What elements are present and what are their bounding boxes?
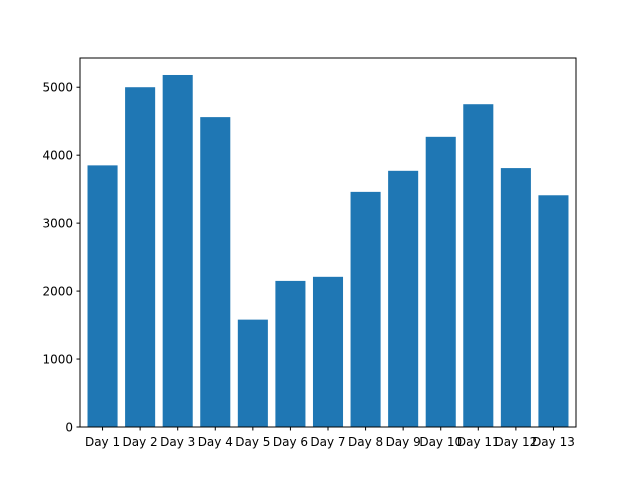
x-tick-label-11: Day 11 xyxy=(457,435,500,449)
y-tick-label-3: 3000 xyxy=(42,216,73,230)
x-tick-label-1: Day 1 xyxy=(85,435,120,449)
bar-6 xyxy=(275,280,306,427)
bars-layer xyxy=(87,74,569,428)
x-tick-label-12: Day 12 xyxy=(494,435,537,449)
bar-8 xyxy=(350,191,381,427)
bar-7 xyxy=(312,276,344,427)
x-tick-label-5: Day 5 xyxy=(235,435,270,449)
x-tick-label-7: Day 7 xyxy=(310,435,345,449)
y-tick-label-5: 5000 xyxy=(42,81,73,95)
y-tick-label-2: 2000 xyxy=(42,284,73,298)
y-tick-label-1: 1000 xyxy=(42,352,73,366)
x-tick-label-3: Day 3 xyxy=(160,435,195,449)
bar-1 xyxy=(87,165,118,427)
bar-12 xyxy=(500,168,531,427)
x-tick-label-13: Day 13 xyxy=(532,435,575,449)
y-tick-label-0: 0 xyxy=(65,420,73,434)
x-tick-label-10: Day 10 xyxy=(419,435,462,449)
x-tick-label-9: Day 9 xyxy=(386,435,421,449)
x-tick-label-4: Day 4 xyxy=(198,435,233,449)
x-tick-label-8: Day 8 xyxy=(348,435,383,449)
bar-10 xyxy=(425,136,456,427)
x-tick-label-6: Day 6 xyxy=(273,435,308,449)
bar-11 xyxy=(463,104,494,428)
bar-4 xyxy=(200,117,231,428)
bar-9 xyxy=(388,170,419,427)
axes-layer xyxy=(76,57,577,431)
y-tick-label-4: 4000 xyxy=(42,148,73,162)
bar-13 xyxy=(538,195,569,427)
x-tick-label-2: Day 2 xyxy=(123,435,158,449)
bar-5 xyxy=(237,319,268,427)
bar-3 xyxy=(162,74,193,428)
bar-2 xyxy=(125,87,156,427)
